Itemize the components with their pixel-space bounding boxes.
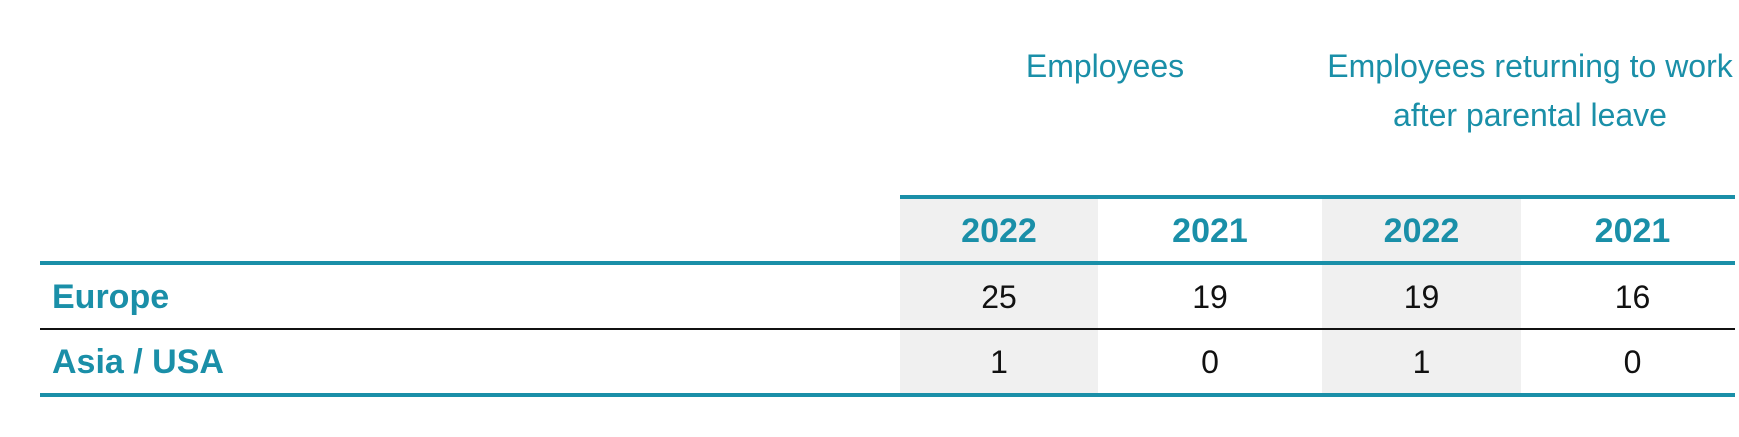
table-cell: 19 xyxy=(1192,279,1228,315)
year-header-returning-2022: 2022 xyxy=(1383,212,1460,250)
table-bottom-rule xyxy=(40,393,1735,397)
year-header-employees-2021: 2021 xyxy=(1172,212,1248,250)
column-shade-employees-2022 xyxy=(900,198,1098,394)
header-top-rule xyxy=(900,195,1735,199)
table-cell: 16 xyxy=(1614,279,1651,315)
row-divider xyxy=(40,328,1735,330)
group-header-employees: Employees xyxy=(1025,48,1185,84)
year-header-employees-2022: 2022 xyxy=(961,212,1037,250)
row-label-europe: Europe xyxy=(52,278,170,316)
table-cell: 0 xyxy=(1201,344,1219,380)
header-bottom-rule xyxy=(40,261,1735,265)
table-cell: 19 xyxy=(1403,279,1440,315)
year-header-returning-2021: 2021 xyxy=(1594,212,1671,250)
table-cell: 0 xyxy=(1623,344,1642,380)
table-cell: 25 xyxy=(981,279,1017,315)
row-label-asia-usa: Asia / USA xyxy=(52,343,224,381)
column-shade-returning-2022 xyxy=(1322,198,1521,394)
table-cell: 1 xyxy=(1412,344,1431,380)
table-cell: 1 xyxy=(990,344,1008,380)
group-header-returning-after-leave: Employees returning to work after parent… xyxy=(1327,48,1733,133)
